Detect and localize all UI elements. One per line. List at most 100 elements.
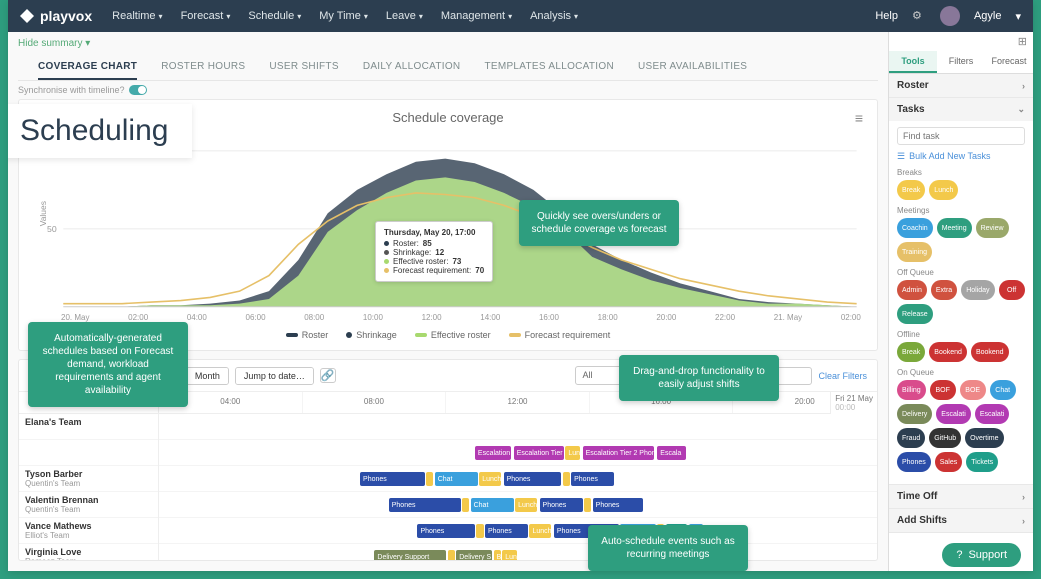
panel-tab[interactable]: Forecast [985,51,1033,73]
link-icon[interactable]: 🔗 [320,368,336,383]
shift-bar[interactable]: Phones [593,498,643,512]
shift-bar[interactable]: Escalation [475,446,511,460]
shift-bar[interactable]: Lunch [479,472,501,486]
task-chip[interactable]: Escalati [975,404,1010,424]
view-button[interactable]: Month [187,368,228,384]
shift-bar[interactable]: Lun [502,550,516,560]
shift-bar[interactable] [476,524,483,538]
shift-bar[interactable]: Phones [389,498,461,512]
shift-bar[interactable]: Phones [540,498,583,512]
task-chip[interactable]: Chat [990,380,1016,400]
task-chip[interactable]: GitHub [929,428,961,448]
task-chip[interactable]: Meeting [937,218,972,238]
topnav-item[interactable]: Realtime▾ [112,10,162,22]
shift-bar[interactable]: Chat [471,498,514,512]
shift-bar[interactable] [448,550,455,560]
task-chip[interactable]: BOE [960,380,986,400]
task-chip[interactable]: Break [897,342,925,362]
topnav-item[interactable]: My Time▾ [319,10,368,22]
help-link[interactable]: Help [875,10,898,22]
task-chip[interactable]: BOF [930,380,956,400]
avatar[interactable] [940,6,960,26]
task-chip[interactable]: Delivery [897,404,932,424]
task-chip[interactable]: Phones [897,452,931,472]
task-chip[interactable]: Escalati [936,404,971,424]
shift-bar[interactable] [584,498,591,512]
subtab[interactable]: USER SHIFTS [269,55,338,80]
shift-bar[interactable] [462,498,469,512]
sync-toggle[interactable] [129,85,147,95]
logo[interactable]: playvox [20,8,92,24]
shift-bar[interactable]: Phones [504,472,561,486]
jump-date[interactable]: Jump to date… [235,367,314,385]
subtab[interactable]: USER AVAILABILITIES [638,55,747,80]
bulk-add-link[interactable]: ☰ Bulk Add New Tasks [897,151,1025,162]
task-chip[interactable]: Lunch [929,180,958,200]
task-chip[interactable]: Review [976,218,1009,238]
task-chip[interactable]: Bookend [971,342,1009,362]
task-chip[interactable]: Release [897,304,933,324]
shift-bar[interactable]: Bk [494,550,501,560]
task-chip[interactable]: Extra [931,280,957,300]
day-label-sub: 00:00 [835,403,873,412]
task-chip[interactable]: Break [897,180,925,200]
shift-bar[interactable] [426,472,433,486]
topnav-item[interactable]: Analysis▾ [530,10,578,22]
task-chip[interactable]: Overtime [965,428,1003,448]
subtab[interactable]: TEMPLATES ALLOCATION [484,55,614,80]
callout-autogen: Automatically-generated schedules based … [28,322,188,407]
shift-bar[interactable]: Lunch [529,524,551,538]
agent-row[interactable]: Elana's Team [19,414,158,440]
subtab[interactable]: COVERAGE CHART [38,55,137,80]
task-chip[interactable]: Coachin [897,218,933,238]
shift-bar[interactable]: Delivery S [456,550,492,560]
shift-bar[interactable]: Delivery Support [374,550,446,560]
task-chip[interactable]: Holiday [961,280,994,300]
shift-bar[interactable]: Phones [360,472,425,486]
agent-row[interactable]: Valentin BrennanQuentin's Team [19,492,158,518]
tasks-header[interactable]: Tasks⌄ [889,98,1033,121]
task-chip[interactable]: Off [999,280,1025,300]
hide-summary-toggle[interactable]: Hide summary ▾ [18,32,878,55]
task-chip[interactable]: Billing [897,380,926,400]
task-chip[interactable]: Bookend [929,342,967,362]
task-chip[interactable]: Admin [897,280,927,300]
subtab[interactable]: DAILY ALLOCATION [363,55,461,80]
section-addshifts[interactable]: Add Shifts› [889,509,1033,533]
agent-row[interactable]: Tyson BarberQuentin's Team [19,466,158,492]
topnav-item[interactable]: Schedule▾ [248,10,301,22]
section-timeoff[interactable]: Time Off› [889,485,1033,509]
find-task-input[interactable] [897,127,1025,145]
shift-bar[interactable]: Lun [565,446,579,460]
shift-bar[interactable]: Escalation Tier 2 Ph [514,446,564,460]
user-name[interactable]: Agyle [974,10,1002,22]
shift-bar[interactable]: Phones [417,524,474,538]
shift-bar[interactable]: Escalation Tier 2 Phones [583,446,655,460]
legend-item: Effective roster [415,330,491,340]
task-chip[interactable]: Training [897,242,932,262]
shift-bar[interactable]: Escala [657,446,686,460]
chart-menu-icon[interactable]: ≡ [855,110,863,126]
gear-icon[interactable]: ⚙ [912,9,926,23]
agent-row[interactable] [19,440,158,466]
shift-bar[interactable]: Phones [485,524,528,538]
agent-row[interactable]: Virginia LoveRameez Team [19,544,158,560]
shift-bar[interactable]: Phones [571,472,614,486]
shift-bar[interactable]: Lunch [515,498,537,512]
topnav-item[interactable]: Leave▾ [386,10,423,22]
section-roster[interactable]: Roster› [889,74,1033,98]
panel-tab[interactable]: Tools [889,51,937,73]
task-chip[interactable]: Tickets [966,452,998,472]
topnav-item[interactable]: Forecast▾ [181,10,231,22]
panel-add-icon[interactable]: ⊞ [889,32,1033,51]
panel-tab[interactable]: Filters [937,51,985,73]
shift-bar[interactable]: Chat [435,472,478,486]
subtab[interactable]: ROSTER HOURS [161,55,245,80]
support-button[interactable]: ? Support [942,543,1021,567]
agent-row[interactable]: Vance MathewsElliot's Team [19,518,158,544]
topnav-item[interactable]: Management▾ [441,10,512,22]
shift-bar[interactable] [563,472,570,486]
clear-filters-link[interactable]: Clear Filters [818,371,867,381]
task-chip[interactable]: Fraud [897,428,925,448]
task-chip[interactable]: Sales [935,452,963,472]
